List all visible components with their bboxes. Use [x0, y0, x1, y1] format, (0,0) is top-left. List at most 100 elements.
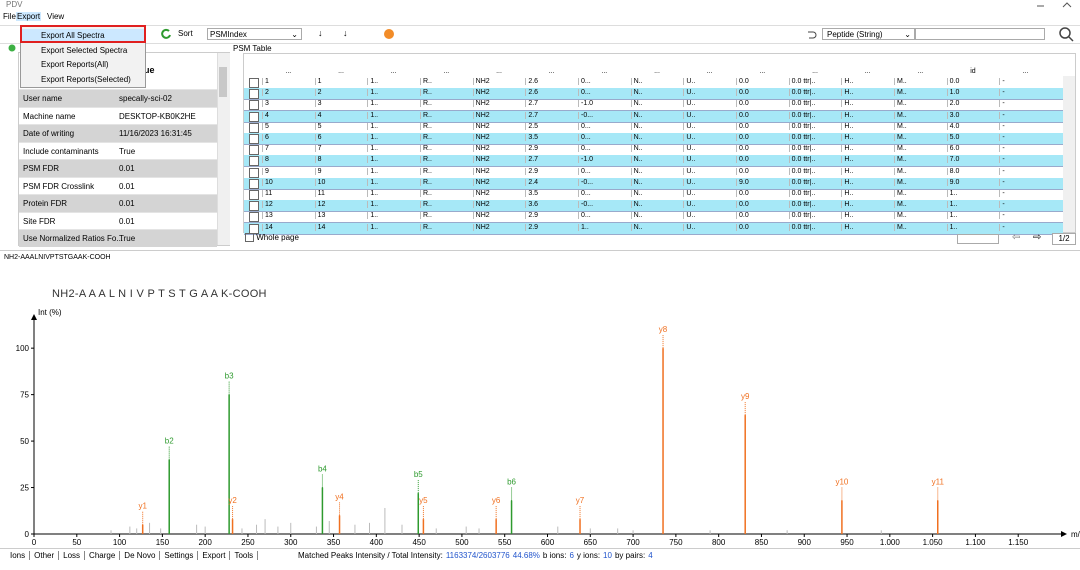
search-input[interactable] — [915, 28, 1045, 40]
cell: -1.0 — [578, 100, 629, 108]
menu-option[interactable]: Export Selected Spectra — [41, 45, 128, 55]
cell: U.. — [683, 89, 734, 97]
tab[interactable]: Settings — [160, 551, 199, 560]
psm-row[interactable]: 8 8 1.. R.. NH2 2.7 -1.0 N.. U.. 0.0 0.0 ttr|.. H..… — [244, 155, 1063, 168]
cell: - — [999, 212, 1050, 220]
cell: M.. — [894, 167, 945, 175]
checkbox[interactable] — [249, 201, 259, 212]
ion-label: b2 — [165, 437, 174, 446]
checkbox[interactable] — [249, 167, 259, 178]
psm-row[interactable]: 14 14 1.. R.. NH2 2.9 1.. N.. U.. 0.0 0.0 ttr|.. H.… — [244, 222, 1063, 235]
cell: 0.0 ttr|.. — [788, 134, 840, 141]
checkbox[interactable] — [249, 190, 259, 200]
cell: N.. — [630, 190, 682, 197]
cell: N.. — [630, 122, 682, 130]
cell: - — [999, 89, 1050, 97]
tab[interactable]: Export — [198, 551, 231, 560]
menu-option[interactable]: Export Reports(All) — [41, 60, 109, 69]
cell: 6.0 — [946, 145, 998, 153]
checkbox[interactable] — [249, 78, 259, 88]
checkbox[interactable] — [249, 156, 259, 167]
ion-label: y9 — [741, 392, 750, 401]
prev-page[interactable]: ⇦ — [1012, 232, 1021, 243]
cell: 5 — [262, 122, 313, 130]
column-header: ... — [706, 68, 713, 75]
checkbox[interactable] — [249, 223, 259, 234]
cell: 1.. — [946, 212, 998, 220]
x-tick-label: 150 — [156, 538, 170, 545]
psm-row[interactable]: 4 4 1.. R.. NH2 2.7 -0... N.. U.. 0.0 0.0 ttr|.. H.… — [244, 110, 1063, 123]
cell: R.. — [420, 190, 471, 197]
checkbox[interactable] — [249, 178, 259, 189]
menu-option[interactable]: Export Reports(Selected) — [41, 74, 131, 84]
cell: 1.. — [946, 223, 998, 231]
axis-arrow — [1061, 531, 1067, 537]
cell: M.. — [894, 212, 945, 220]
scroll-thumb[interactable] — [219, 67, 227, 97]
settings-row: Site FDR 0.01 — [19, 211, 217, 230]
cell: NH2 — [472, 100, 524, 108]
cell: 0.0 ttr|.. — [788, 100, 840, 108]
cell: 8.0 — [946, 167, 998, 175]
color-icon[interactable] — [383, 28, 395, 40]
menu-item[interactable]: File — [3, 12, 16, 21]
undo-icon[interactable] — [805, 29, 817, 39]
tab[interactable]: Tools — [230, 551, 259, 560]
setting-value: specally-sci-02 — [119, 94, 172, 103]
axis-arrow — [31, 314, 37, 320]
tab[interactable]: Other — [30, 551, 60, 560]
page-input[interactable] — [957, 234, 999, 244]
menu-option[interactable]: Export All Spectra — [21, 29, 145, 42]
search-icon[interactable] — [1058, 26, 1074, 42]
cell: 8 — [262, 156, 313, 164]
tab[interactable]: Charge — [85, 551, 121, 560]
cell: N.. — [630, 145, 682, 153]
cell: 0.0 ttr|.. — [788, 122, 840, 130]
cell: 0... — [578, 78, 629, 85]
menu-item[interactable]: Export — [16, 12, 42, 21]
sort-desc[interactable]: ↓ — [343, 28, 348, 38]
cell: U.. — [683, 100, 734, 108]
cell: 2.9 — [525, 167, 576, 175]
tab[interactable]: Ions — [6, 551, 31, 560]
sort-select[interactable]: PSMIndex ⌄ — [207, 28, 302, 40]
checkbox[interactable] — [249, 145, 259, 156]
psm-table-title: PSM Table — [233, 44, 272, 53]
cell: 1.. — [367, 167, 418, 175]
cell: 1.. — [946, 201, 998, 209]
sort-asc[interactable]: ↓ — [318, 28, 323, 38]
psm-row[interactable]: 6 6 1.. R.. NH2 3.5 0... N.. U.. 0.0 0.0 ttr|.. H..… — [244, 133, 1063, 145]
psm-row[interactable]: 10 10 1.. R.. NH2 2.4 -0... N.. U.. 9.0 0.0 ttr|..… — [244, 177, 1063, 190]
refresh-icon[interactable] — [160, 28, 172, 40]
cell: 2.6 — [525, 78, 576, 85]
window-controls[interactable] — [1035, 0, 1075, 10]
checkbox[interactable] — [245, 233, 254, 243]
checkbox[interactable] — [249, 89, 259, 100]
search-type-select[interactable]: Peptide (String) ⌄ — [822, 28, 915, 40]
checkbox[interactable] — [249, 122, 259, 133]
cell: H.. — [841, 89, 892, 97]
ion-label: y7 — [576, 496, 585, 505]
cell: 0.0 ttr|.. — [788, 178, 840, 186]
next-page[interactable]: ⇨ — [1033, 232, 1042, 243]
cell: H.. — [841, 167, 892, 175]
psm-row[interactable]: 12 12 1.. R.. NH2 3.6 -0... N.. U.. 0.0 0.0 ttr|..… — [244, 200, 1063, 213]
cell: -0... — [578, 178, 629, 186]
psm-row[interactable]: 2 2 1.. R.. NH2 2.6 0... N.. U.. 0.0 0.0 ttr|.. H..… — [244, 88, 1063, 101]
cell: 0.0 — [736, 134, 787, 141]
checkbox[interactable] — [249, 134, 259, 144]
ion-label: b4 — [318, 465, 327, 474]
cell: 0... — [578, 122, 629, 130]
tab[interactable]: De Novo — [120, 551, 161, 560]
checkbox[interactable] — [249, 100, 259, 111]
x-tick-label: 50 — [72, 538, 81, 545]
whole-page-option[interactable]: Whole page — [245, 233, 299, 243]
cell: 2 — [262, 89, 313, 97]
menu-item[interactable]: View — [47, 12, 65, 21]
checkbox[interactable] — [249, 212, 259, 223]
tab[interactable]: Loss — [59, 551, 86, 560]
psm-row[interactable]: 7 7 1.. R.. NH2 2.9 0... N.. U.. 0.0 0.0 ttr|.. H..… — [244, 144, 1063, 157]
status-b-label: b ions: — [542, 551, 567, 560]
checkbox[interactable] — [249, 111, 259, 122]
